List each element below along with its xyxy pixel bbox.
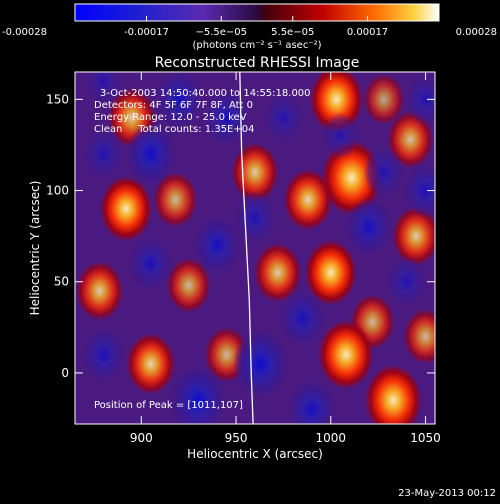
heatmap-bright-blob xyxy=(126,333,176,395)
annotation-clean: Clean Total counts: 1.35E+04 xyxy=(94,124,254,135)
colorbar-tick-label: 0.00028 xyxy=(456,27,497,38)
colorbar-tick-label: 5.5e−05 xyxy=(271,27,314,38)
annotation-energy: Energy Range: 12.0 - 25.0 keV xyxy=(94,112,247,123)
heatmap-dark-blob xyxy=(233,191,277,245)
heatmap-bright-blob xyxy=(387,110,434,168)
heatmap-bright-blob xyxy=(283,169,333,231)
y-tick-label: 100 xyxy=(46,184,69,198)
colorbar-tick-label: 0.00017 xyxy=(347,27,388,38)
heatmap-dark-blob xyxy=(203,89,250,147)
x-tick-label: 1000 xyxy=(316,431,347,445)
annotation-detectors: Detectors: 4F 5F 6F 7F 8F, Att 0 xyxy=(94,100,253,111)
heatmap-bright-blob xyxy=(318,320,374,390)
heatmap-blobs xyxy=(76,72,435,424)
heatmap-dark-blob xyxy=(386,256,427,308)
heatmap-dark-blob xyxy=(405,73,435,125)
y-tick-label: 0 xyxy=(61,366,69,380)
heatmap-dark-blob xyxy=(83,128,124,180)
heatmap-dark-blob xyxy=(321,112,360,160)
solar-limb-curve xyxy=(239,72,254,424)
heatmap-dark-blob xyxy=(233,329,289,399)
heatmap-dark-blob xyxy=(169,364,227,424)
heatmap-dark-blob xyxy=(363,146,405,198)
heatmap-bright-blob xyxy=(363,73,405,125)
colorbar-ticks: -0.00028 -0.00017 −5.5e−05 5.5e−05 0.00017 0.… xyxy=(2,16,497,38)
heatmap-bright-blob xyxy=(254,243,302,303)
heatmap-bright-blob xyxy=(304,240,357,306)
heatmap-dark-blob xyxy=(288,379,336,424)
y-tick-label: 150 xyxy=(46,92,69,106)
colorbar-tick-label: −5.5e−05 xyxy=(195,27,247,38)
x-axis-label: Heliocentric X (arcsec) xyxy=(187,447,323,461)
annotation-time: 3-Oct-2003 14:50:40.000 to 14:55:18.000 xyxy=(100,88,311,99)
plot-frame xyxy=(74,71,436,425)
heatmap-dark-blob xyxy=(81,327,126,383)
heatmap-dark-blob xyxy=(155,72,203,129)
heatmap-dark-blob xyxy=(403,163,435,219)
heatmap-dark-blob xyxy=(128,236,173,292)
heatmap-bright-blob xyxy=(403,308,435,364)
footer-date: 23-May-2013 00:12 xyxy=(398,488,496,499)
heatmap-dark-blob xyxy=(125,122,176,186)
colorbar-units: (photons cm⁻² s⁻¹ asec⁻²) xyxy=(192,40,321,51)
chart-title: Reconstructed RHESSI Image xyxy=(155,55,360,71)
colorbar-tick-label: -0.00028 xyxy=(2,27,47,38)
heatmap-bright-blob xyxy=(76,261,124,321)
x-tick-label: 900 xyxy=(130,431,153,445)
heatmap-bright-blob xyxy=(364,364,422,424)
heatmap-bright-blob xyxy=(166,257,211,313)
heatmap-bright-blob xyxy=(100,176,153,242)
heatmap-dark-blob xyxy=(263,93,304,143)
heatmap-dark-blob xyxy=(279,289,326,347)
heatmap-bright-blob xyxy=(153,172,198,228)
heatmap-dark-blob xyxy=(193,215,241,275)
x-tick-label: 1050 xyxy=(410,431,441,445)
x-tick-label: 950 xyxy=(225,431,248,445)
plot-area: 900 950 1000 1050 0 50 100 150 3-Oct-2003 14:50… xyxy=(46,71,441,445)
heatmap-dark-blob xyxy=(345,197,393,257)
heatmap-dark-blob xyxy=(84,72,123,105)
y-tick-label: 50 xyxy=(54,275,69,289)
colorbar: -0.00028 -0.00017 −5.5e−05 5.5e−05 0.00017 0.… xyxy=(2,3,497,51)
annotation-peak: Position of Peak = [1011,107] xyxy=(94,400,243,411)
y-axis-label: Heliocentric Y (arcsec) xyxy=(28,181,42,316)
colorbar-gradient xyxy=(74,3,440,22)
axis-ticks: 900 950 1000 1050 0 50 100 150 xyxy=(46,72,441,445)
colorbar-tick-label: -0.00017 xyxy=(124,27,169,38)
heatmap-bright-blob xyxy=(392,206,435,266)
